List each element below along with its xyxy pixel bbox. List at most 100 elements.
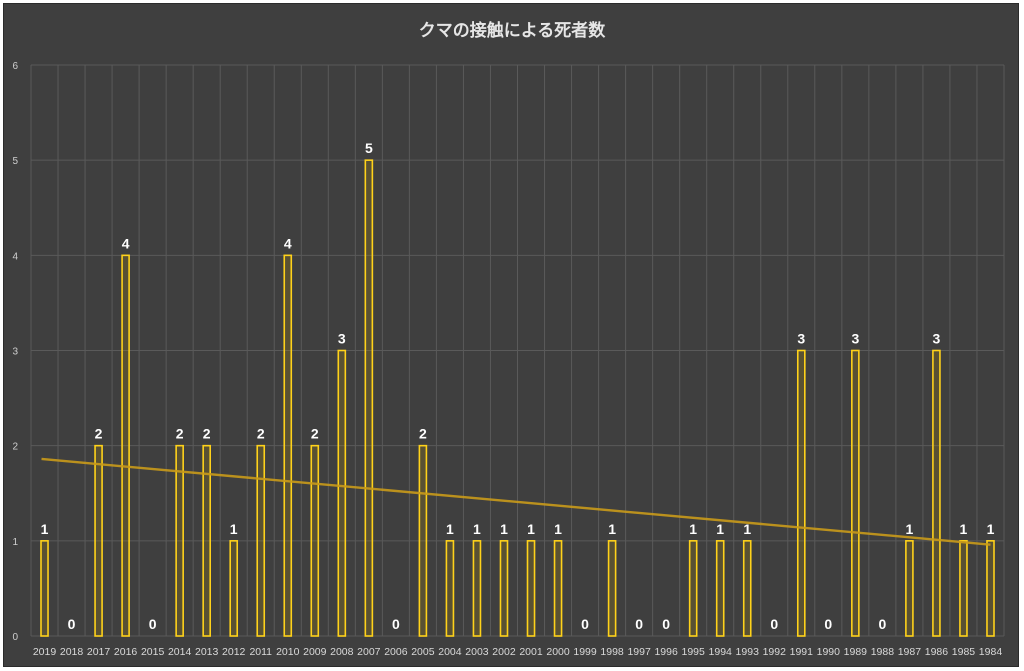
x-tick-label: 1994 [709, 646, 733, 658]
bar [607, 540, 617, 637]
x-tick-label: 1998 [600, 646, 624, 658]
x-tick-label: 2004 [438, 646, 462, 658]
bar [310, 444, 320, 637]
bar [851, 349, 860, 637]
x-tick-label: 2005 [411, 646, 435, 658]
x-axis-ticks: 2019 2018 2017 2016 2015 2014 2013 2012 2011 2010… [33, 646, 1002, 658]
data-label: 1 [500, 521, 508, 537]
x-tick-label: 1991 [790, 646, 814, 658]
data-label: 1 [230, 521, 238, 537]
bar [796, 349, 806, 637]
data-label: 2 [311, 426, 319, 442]
x-tick-label: 2013 [195, 646, 219, 658]
bar [905, 540, 914, 637]
data-label: 0 [149, 616, 157, 632]
bar [959, 540, 968, 637]
bar [40, 540, 49, 637]
data-label: 5 [365, 140, 373, 156]
data-label: 1 [906, 521, 914, 537]
bar [175, 444, 184, 637]
data-label: 2 [419, 426, 427, 442]
x-tick-label: 2008 [330, 646, 354, 658]
data-label: 1 [446, 521, 454, 537]
data-label: 2 [176, 426, 184, 442]
bar [742, 540, 752, 637]
data-label: 0 [581, 616, 589, 632]
data-label: 1 [743, 521, 751, 537]
bar [526, 540, 536, 637]
data-label: 3 [933, 331, 941, 347]
x-tick-label: 2012 [222, 646, 246, 658]
data-label: 4 [122, 235, 130, 251]
chart-title: クマの接触による死者数 [419, 20, 606, 41]
data-label: 3 [797, 331, 805, 347]
y-tick-label: 1 [12, 537, 18, 548]
bar [202, 444, 211, 637]
bar [121, 254, 130, 637]
x-tick-label: 2019 [33, 646, 57, 658]
bars [40, 159, 995, 637]
data-labels: 1 0 2 4 0 2 2 1 2 4 2 3 5 0 2 1 1 1 1 1 0 1 0 0 1 1 1 0 3 0 3 0 1 3 1 1 [41, 140, 995, 632]
data-label: 2 [95, 426, 103, 442]
data-label: 1 [41, 521, 49, 537]
y-tick-label: 5 [12, 156, 18, 167]
x-tick-label: 1984 [979, 646, 1003, 658]
x-tick-label: 2011 [249, 646, 272, 658]
x-tick-label: 1999 [573, 646, 597, 658]
data-label: 0 [662, 616, 670, 632]
data-label: 1 [716, 521, 724, 537]
data-label: 1 [527, 521, 535, 537]
bar [256, 444, 266, 637]
data-label: 2 [257, 426, 265, 442]
x-tick-label: 1989 [844, 646, 868, 658]
x-tick-label: 1986 [925, 646, 949, 658]
x-tick-label: 1992 [763, 646, 787, 658]
bar [94, 444, 103, 637]
bar [283, 254, 293, 637]
data-label: 1 [689, 521, 697, 537]
y-axis-ticks: 0 1 2 3 4 5 6 [12, 61, 18, 643]
y-tick-label: 6 [12, 61, 18, 72]
x-tick-label: 2001 [519, 646, 543, 658]
data-label: 3 [338, 331, 346, 347]
data-label: 1 [608, 521, 616, 537]
bar [932, 349, 941, 637]
trendline-path [41, 457, 991, 546]
bar [445, 540, 455, 637]
trendline [41, 457, 991, 546]
data-label: 0 [770, 616, 778, 632]
x-tick-label: 2017 [87, 646, 111, 658]
bar [715, 540, 725, 637]
x-tick-label: 1987 [898, 646, 922, 658]
x-tick-label: 2015 [141, 646, 165, 658]
bar [986, 540, 995, 637]
x-tick-label: 1996 [654, 646, 678, 658]
bar [337, 349, 347, 637]
x-tick-label: 2010 [276, 646, 300, 658]
bar [553, 540, 563, 637]
x-tick-label: 2009 [303, 646, 327, 658]
y-tick-label: 0 [12, 632, 18, 643]
x-tick-label: 1997 [627, 646, 651, 658]
y-tick-label: 4 [12, 251, 18, 262]
bar [688, 540, 698, 637]
bar [229, 540, 239, 637]
data-label: 1 [987, 521, 995, 537]
x-tick-label: 2016 [114, 646, 138, 658]
data-label: 0 [635, 616, 643, 632]
x-tick-label: 1990 [817, 646, 841, 658]
x-tick-label: 2003 [465, 646, 489, 658]
data-label: 2 [203, 426, 211, 442]
y-tick-label: 3 [12, 347, 18, 358]
data-label: 1 [473, 521, 481, 537]
x-tick-label: 2000 [546, 646, 570, 658]
bar [472, 540, 482, 637]
bar [364, 159, 374, 637]
x-tick-label: 2014 [168, 646, 192, 658]
x-tick-label: 1995 [682, 646, 706, 658]
data-label: 0 [392, 616, 400, 632]
x-tick-label: 2007 [357, 646, 381, 658]
data-label: 1 [554, 521, 562, 537]
